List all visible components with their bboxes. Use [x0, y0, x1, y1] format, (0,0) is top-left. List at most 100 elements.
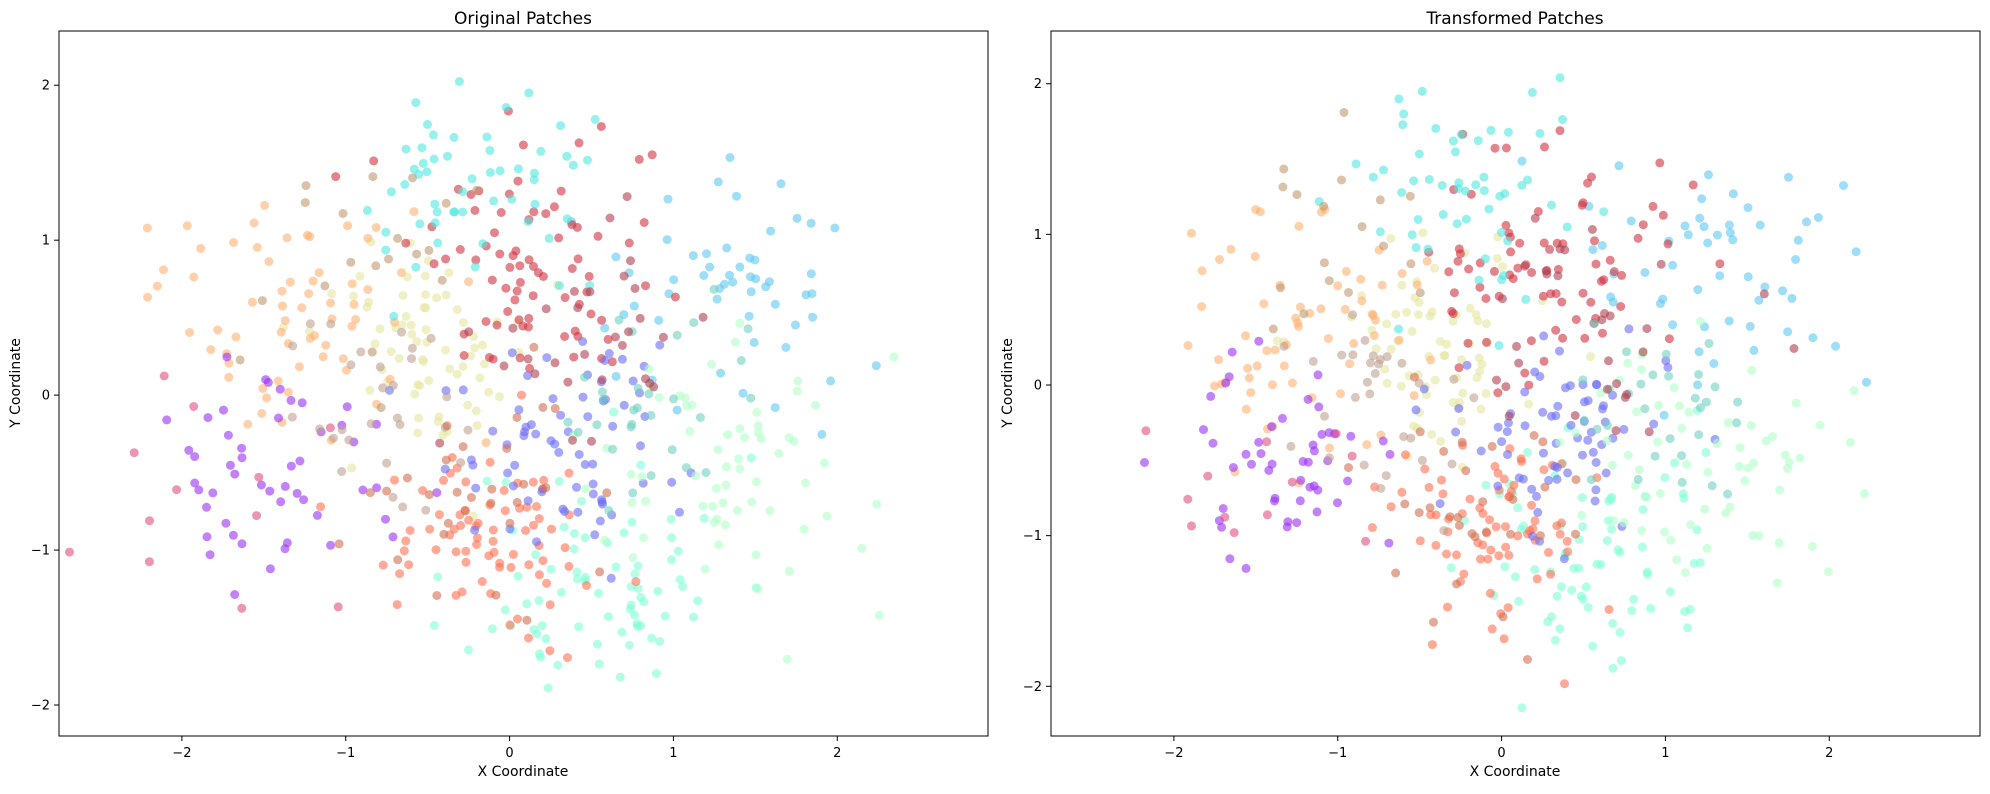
scatter-point — [1320, 411, 1329, 421]
scatter-point — [1411, 405, 1421, 415]
scatter-point — [463, 425, 473, 435]
scatter-point — [605, 213, 615, 223]
scatter-point — [1365, 358, 1375, 368]
scatter-point — [347, 321, 357, 331]
scatter-point — [460, 506, 470, 516]
scatter-point — [583, 155, 592, 165]
scatter-point — [573, 507, 583, 517]
scatter-point — [471, 483, 481, 493]
scatter-point — [1444, 267, 1454, 277]
scatter-point — [572, 482, 581, 492]
scatter-point — [528, 291, 538, 301]
scatter-point — [1336, 389, 1345, 399]
scatter-point — [1646, 603, 1656, 613]
scatter-point — [1447, 459, 1457, 469]
scatter-point — [1527, 484, 1537, 494]
scatter-point — [1344, 463, 1353, 473]
scatter-point — [1368, 351, 1378, 361]
scatter-point — [538, 272, 548, 281]
scatter-point — [1661, 356, 1671, 366]
scatter-point — [1324, 453, 1334, 463]
scatter-point — [554, 476, 564, 486]
scatter-point — [458, 207, 468, 217]
scatter-point — [1851, 247, 1861, 257]
scatter-point — [619, 271, 629, 281]
scatter-point — [598, 394, 608, 404]
scatter-point — [603, 334, 613, 344]
scatter-point — [283, 387, 293, 397]
scatter-point — [1783, 464, 1792, 473]
scatter-point — [1459, 569, 1469, 579]
scatter-point — [1272, 336, 1282, 346]
scatter-point — [1454, 363, 1464, 373]
scatter-point — [189, 402, 199, 411]
scatter-point — [1583, 435, 1593, 445]
scatter-point — [432, 293, 442, 303]
scatter-point — [257, 408, 267, 418]
scatter-point — [609, 407, 619, 417]
scatter-point — [466, 493, 476, 502]
scatter-point — [701, 468, 711, 477]
scatter-point — [548, 394, 558, 404]
scatter-point — [1489, 266, 1499, 276]
scatter-point — [1619, 424, 1629, 434]
scatter-point — [1481, 527, 1491, 537]
scatter-point — [655, 637, 665, 646]
scatter-point — [505, 262, 515, 272]
scatter-point — [499, 486, 509, 495]
scatter-point — [718, 498, 728, 508]
scatter-point — [523, 354, 533, 364]
scatter-point — [541, 634, 551, 644]
scatter-point — [1256, 449, 1266, 459]
scatter-point — [633, 383, 643, 393]
scatter-point — [438, 430, 448, 440]
scatter-point — [1602, 436, 1612, 446]
scatter-point — [190, 452, 200, 462]
scatter-point — [495, 249, 505, 259]
scatter-point — [1400, 499, 1410, 509]
scatter-point — [397, 327, 406, 337]
scatter-point — [1513, 263, 1523, 273]
scatter-point — [1567, 585, 1577, 595]
scatter-point — [1586, 297, 1596, 307]
scatter-point — [1369, 331, 1379, 341]
scatter-point — [190, 478, 200, 488]
scatter-point — [721, 462, 731, 472]
scatter-point — [381, 227, 391, 237]
scatter-point — [1506, 247, 1516, 257]
scatter-point — [441, 198, 451, 208]
scatter-point — [1694, 370, 1704, 379]
scatter-point — [1709, 359, 1719, 368]
scatter-point — [247, 297, 257, 307]
scatter-point — [687, 400, 697, 410]
scatter-point — [342, 402, 352, 412]
scatter-point — [1382, 352, 1392, 362]
scatter-point — [574, 622, 584, 632]
scatter-point — [1183, 341, 1193, 350]
scatter-point — [1498, 262, 1508, 272]
scatter-point — [237, 603, 247, 613]
scatter-point — [654, 393, 664, 402]
scatter-point — [1229, 528, 1239, 538]
scatter-point — [649, 382, 659, 392]
scatter-point — [1734, 461, 1744, 471]
scatter-point — [688, 251, 698, 261]
scatter-point — [1849, 386, 1859, 396]
scatter-point — [700, 564, 710, 574]
scatter-point — [505, 620, 515, 630]
scatter-point — [515, 353, 525, 363]
scatter-point — [1500, 522, 1510, 532]
scatter-point — [471, 255, 481, 265]
scatter-point — [594, 659, 604, 669]
scatter-point — [611, 562, 621, 572]
scatter-point — [1465, 303, 1475, 313]
scatter-point — [280, 481, 290, 491]
y-tick-label: 1 — [42, 234, 50, 249]
scatter-point — [573, 303, 583, 313]
scatter-point — [585, 287, 595, 297]
scatter-point — [457, 587, 467, 597]
scatter-point — [1337, 350, 1347, 360]
scatter-point — [1409, 421, 1419, 431]
scatter-point — [1527, 500, 1537, 510]
scatter-point — [646, 471, 656, 481]
